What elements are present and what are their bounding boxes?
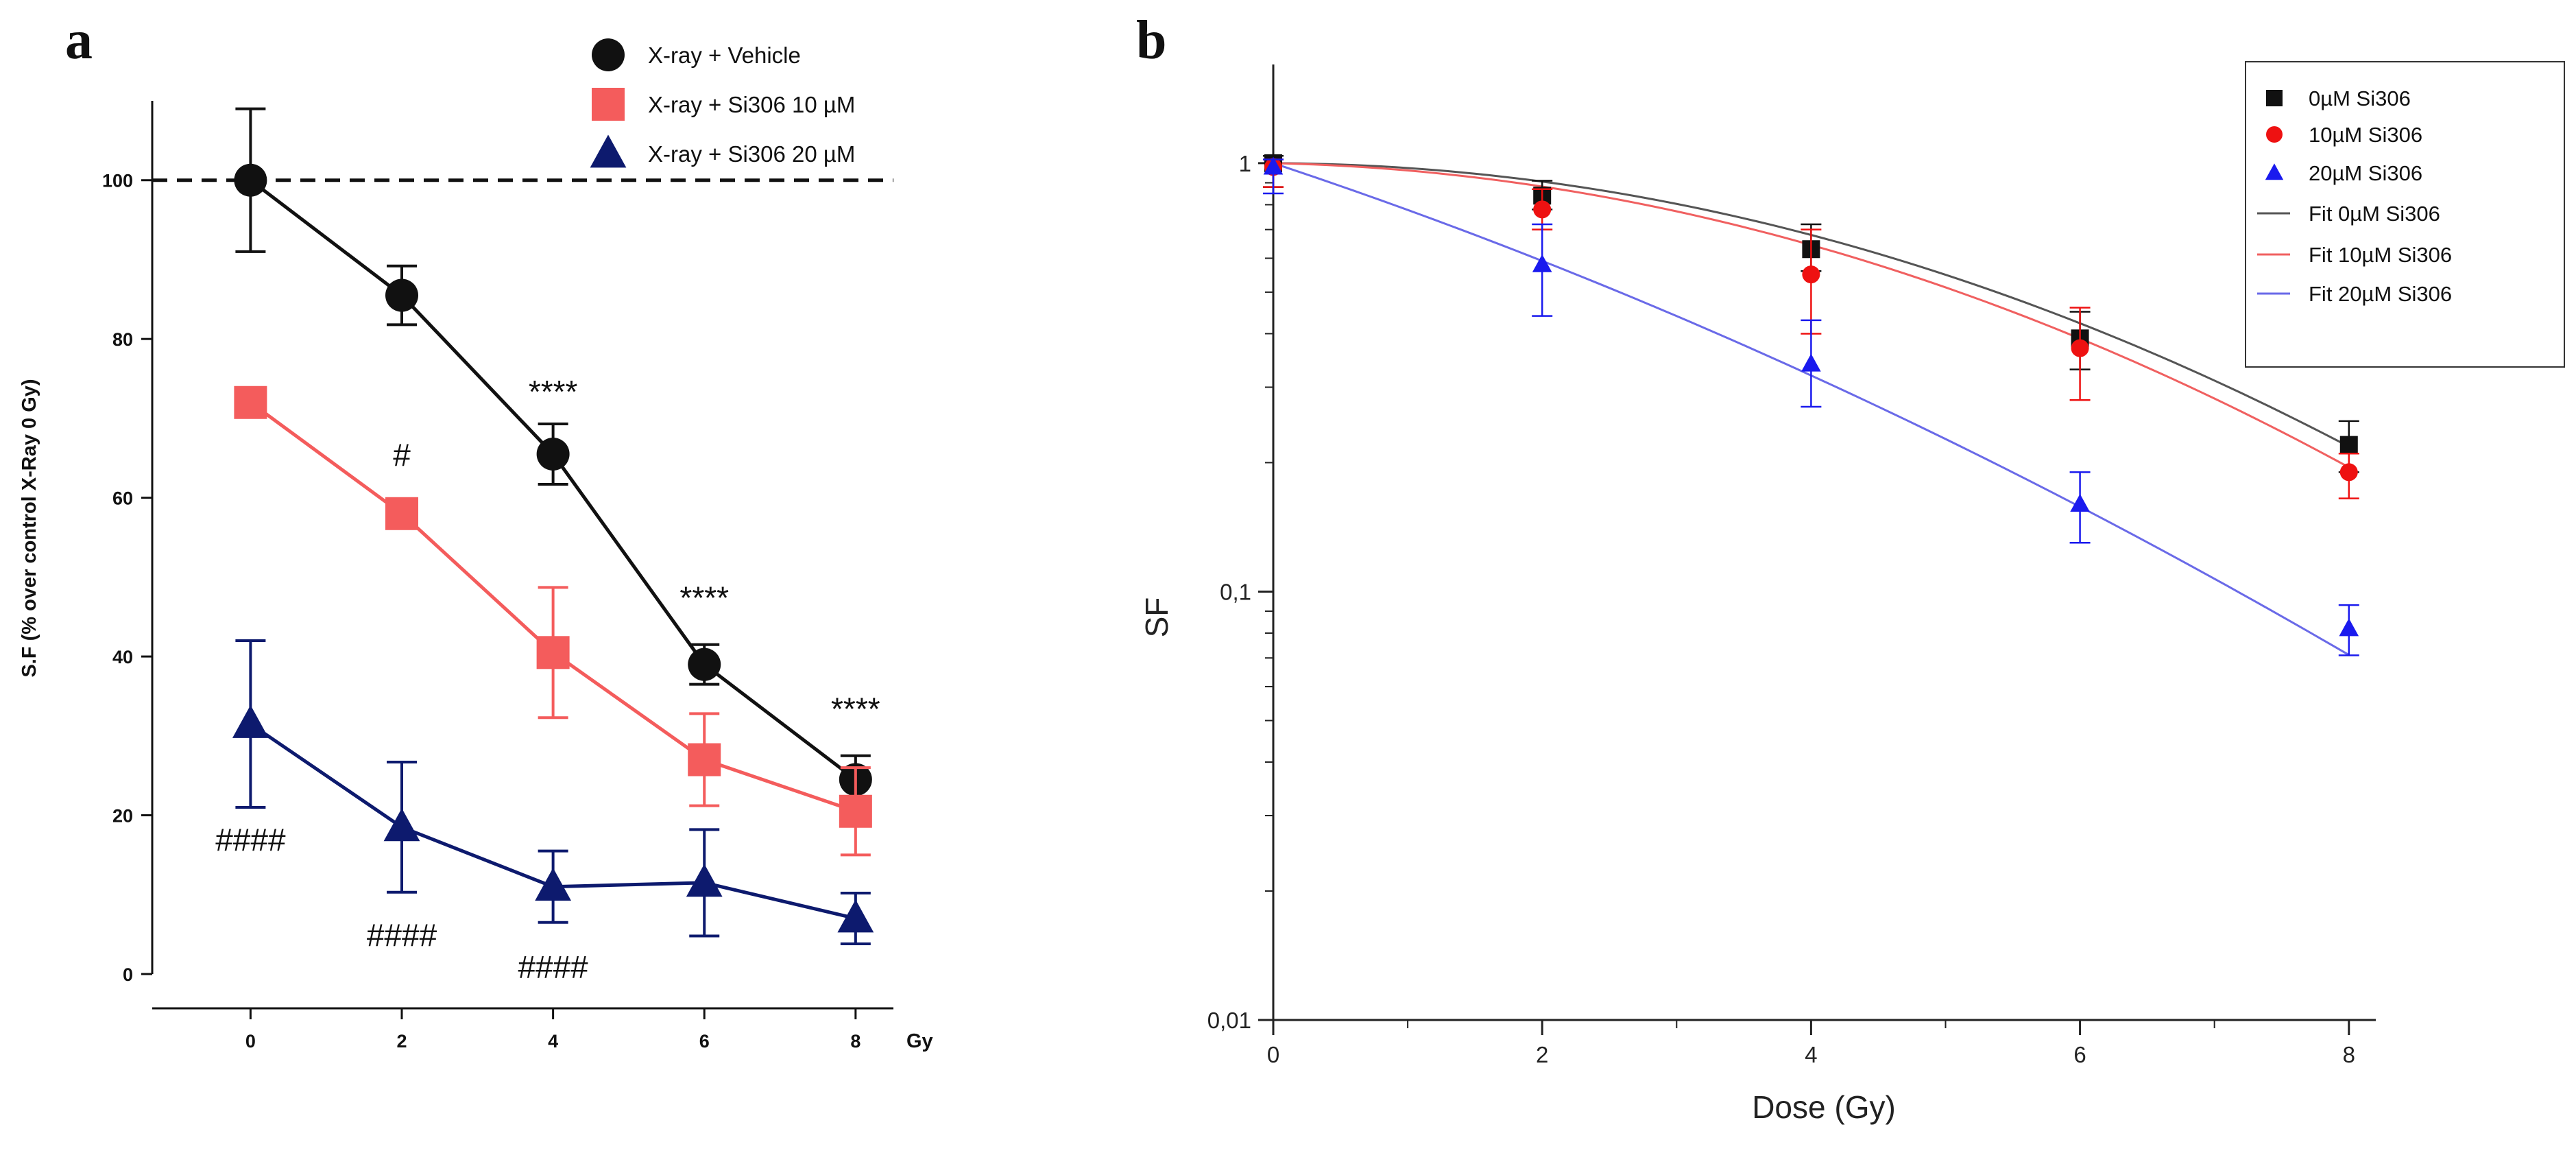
panel-a-y-tick-label: 100: [102, 171, 133, 191]
panel-a-legend-label: X-ray + Si306 10 µM: [648, 92, 855, 117]
panel-b-data-point: [1801, 353, 1821, 372]
panel-a-data-point: [837, 899, 874, 933]
panel-b-y-ticks: 1 0,1 0,01: [1207, 151, 1273, 1033]
panel-a-x-tick-label: 2: [396, 1031, 407, 1052]
panel-a-legend: X-ray + Vehicle X-ray + Si306 10 µM X-ray …: [590, 38, 855, 168]
panel-b-legend-marker: [2266, 90, 2283, 106]
panel-a-data-point: [535, 868, 572, 901]
panel-b-legend-box: [2245, 61, 2565, 368]
panel-a-annotation: ****: [529, 374, 578, 410]
panel-a-annotation: ****: [679, 580, 729, 616]
panel-b-data-point: [1533, 200, 1552, 219]
panel-b-legend-marker: [2266, 126, 2283, 143]
panel-b-legend-label: 10µM Si306: [2309, 123, 2422, 147]
panel-a-data-point: [686, 864, 723, 897]
panel-a-data-point: [383, 808, 420, 842]
panel-b-y-tick-label: 0,01: [1207, 1008, 1251, 1033]
panel-a-data-point: [385, 497, 419, 530]
panel-a-y-tick-label: 0: [123, 964, 133, 985]
panel-b-x-tick-label: 0: [1267, 1042, 1279, 1067]
panel-a-annotation: #: [393, 437, 411, 473]
panel-a-data-point: [234, 163, 267, 197]
panel-b-letter: b: [1136, 10, 1167, 71]
panel-a-annotation: ****: [831, 691, 880, 727]
panel-b-legend-label: 20µM Si306: [2309, 161, 2422, 185]
panel-b-chart: 1 0,1 0,01 0 2 4 6 8 SF Dose (Gy) 0µM Si306 10µ…: [1139, 61, 2565, 1125]
panel-a-data-point: [688, 743, 721, 776]
panel-a-legend-marker: [590, 134, 627, 168]
panel-a-x-ticks: 0 2 4 6 8: [245, 1008, 860, 1052]
panel-a-series: [232, 107, 874, 946]
panel-a-data-point: [232, 704, 269, 738]
panel-b-data-point: [1802, 265, 1820, 284]
panel-a-data-point: [234, 385, 267, 419]
panel-b-data-point: [1263, 156, 1284, 175]
panel-b-axes: [1272, 64, 2376, 1021]
panel-a-legend-label: X-ray + Si306 20 µM: [648, 141, 855, 167]
panel-b-legend-label: Fit 0µM Si306: [2309, 202, 2440, 226]
panel-a-x-tick-label: 8: [850, 1031, 860, 1052]
panel-a-x-tick-label: 0: [245, 1031, 256, 1052]
panel-b-x-axis-label: Dose (Gy): [1752, 1089, 1896, 1125]
panel-a-y-tick-label: 60: [112, 488, 133, 509]
panel-b-legend-marker: [2265, 163, 2284, 180]
panel-a-x-tick-label: 4: [548, 1031, 558, 1052]
panel-b-data-point: [1532, 254, 1552, 272]
panel-b-data-point: [2071, 339, 2089, 357]
panel-b-legend: 0µM Si306 10µM Si306 20µM Si306 Fit 0µM Si3…: [2245, 61, 2565, 368]
panel-a-annotation: ####: [367, 917, 437, 953]
panel-a-letter: a: [65, 10, 93, 71]
panel-a-series-0: [234, 107, 872, 805]
panel-a-data-point: [536, 636, 570, 669]
panel-b-x-tick-label: 6: [2073, 1042, 2086, 1067]
panel-b-y-tick-label: 1: [1239, 151, 1251, 176]
panel-b-series-2: [1263, 156, 2359, 656]
panel-b-data-point: [2339, 618, 2359, 637]
panel-b-data-point: [2339, 436, 2358, 454]
panel-a-series-2: [232, 639, 874, 946]
panel-a-y-tick-label: 20: [112, 806, 133, 827]
panel-b-x-tick-label: 4: [1805, 1042, 1817, 1067]
panel-a-x-axis-label: Gy: [906, 1030, 933, 1052]
panel-a-y-ticks: 0 20 40 60 80 100: [102, 171, 152, 985]
panel-a-data-point: [839, 794, 872, 828]
panel-b-data-point: [2339, 463, 2358, 482]
panel-a-data-point: [385, 278, 419, 312]
panel-a-legend-marker: [592, 88, 625, 121]
panel-a-annotations: ************#############: [215, 374, 880, 985]
panel-b-legend-label: Fit 20µM Si306: [2309, 282, 2452, 306]
panel-b-data-point: [2070, 494, 2090, 512]
panel-b-x-tick-label: 8: [2343, 1042, 2355, 1067]
panel-a-legend-marker: [592, 38, 625, 71]
panel-a-data-point: [536, 437, 570, 471]
panel-a-annotation: ####: [518, 949, 588, 985]
panel-a-y-tick-label: 80: [112, 329, 133, 350]
panel-a-axes: [151, 101, 893, 1010]
panel-a-y-tick-label: 40: [112, 647, 133, 667]
panel-b-y-tick-label: 0,1: [1220, 579, 1251, 604]
panel-b-legend-label: 0µM Si306: [2309, 86, 2411, 110]
panel-a-series-1: [234, 385, 872, 857]
panel-b-x-tick-label: 2: [1536, 1042, 1548, 1067]
panel-a-annotation: ####: [215, 822, 286, 858]
panel-b-x-ticks: 0 2 4 6 8: [1267, 1020, 2355, 1067]
panel-b-legend-label: Fit 10µM Si306: [2309, 243, 2452, 267]
panel-a-legend-label: X-ray + Vehicle: [648, 43, 801, 68]
panel-b-series: [1263, 154, 2359, 656]
panel-a-y-axis-label: S.F (% over control X-Ray 0 Gy): [19, 379, 40, 677]
panel-a-data-point: [688, 648, 721, 681]
panel-a-x-tick-label: 6: [699, 1031, 710, 1052]
panel-b-y-axis-label: SF: [1139, 597, 1175, 638]
